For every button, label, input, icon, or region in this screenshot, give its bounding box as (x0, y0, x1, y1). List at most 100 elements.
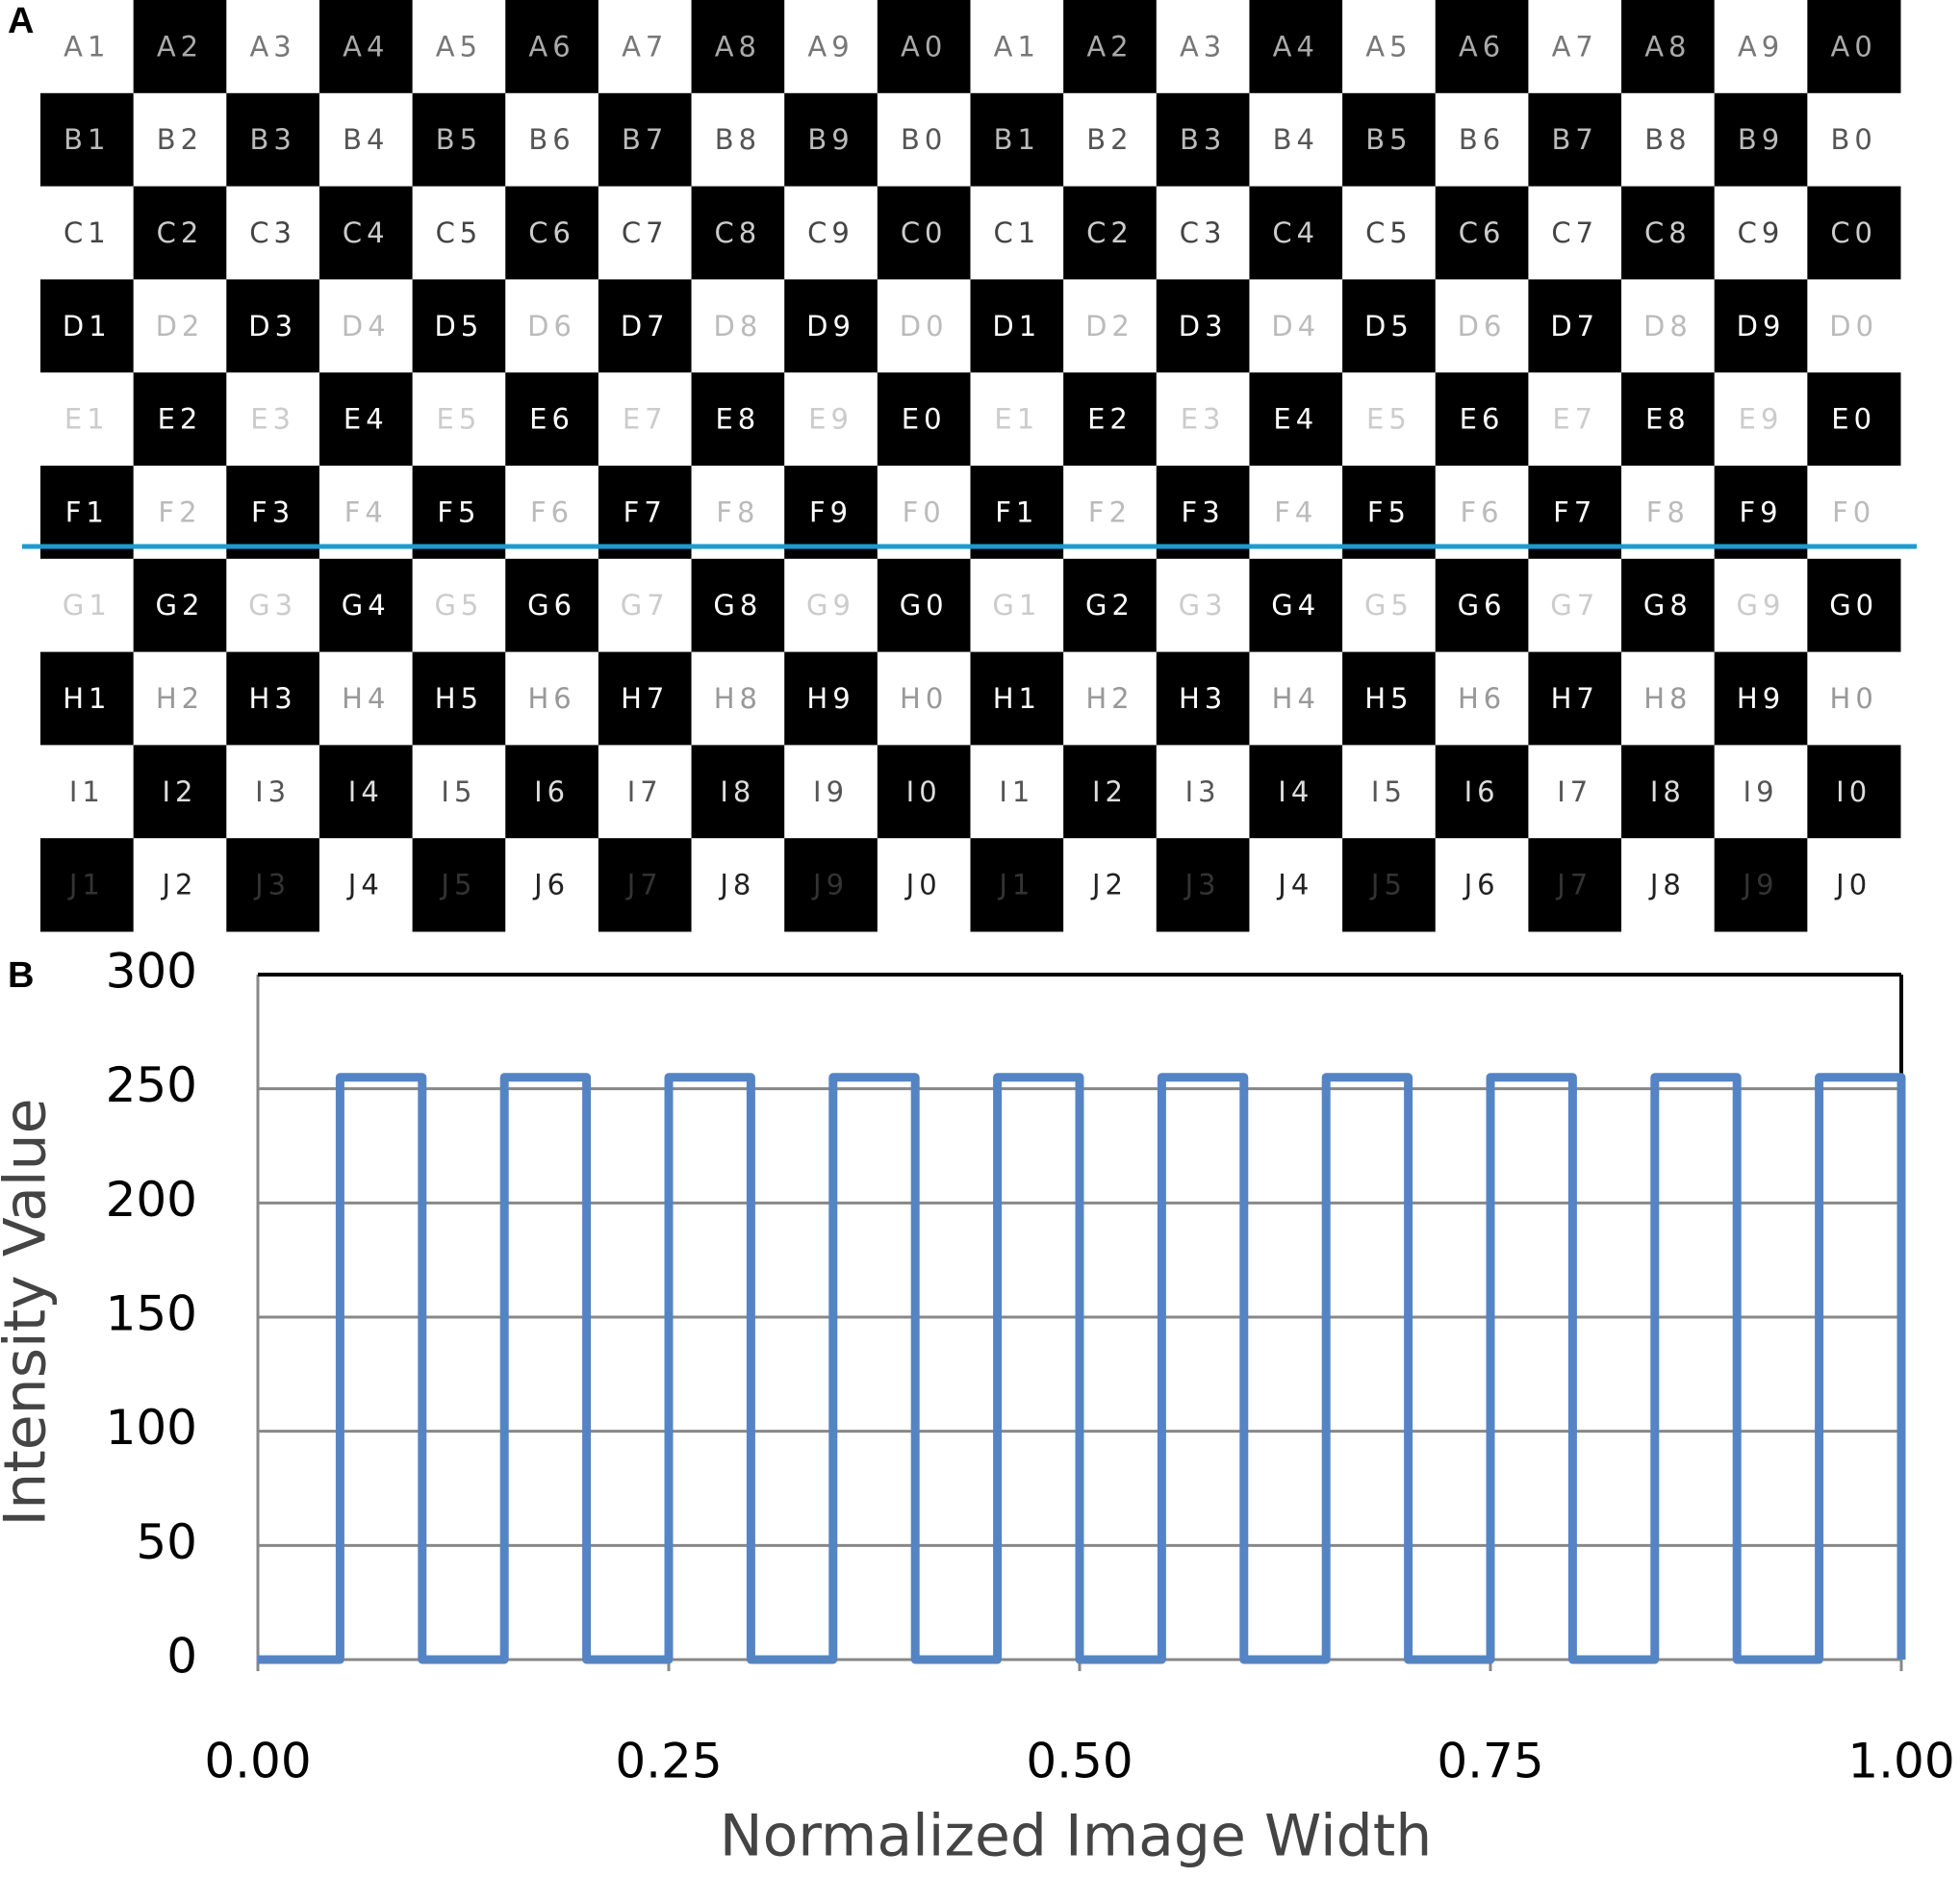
cell (598, 651, 693, 746)
cell-label: F5 (437, 495, 480, 528)
cell (1342, 92, 1437, 188)
cell-label: I9 (813, 775, 849, 808)
cell (133, 651, 227, 746)
cell (133, 838, 227, 932)
cell (691, 838, 785, 932)
cell-label: E4 (1273, 403, 1318, 436)
cell-label: F5 (1367, 495, 1411, 528)
cell-label: F4 (1274, 495, 1317, 528)
cell-label: G7 (621, 589, 670, 622)
cell (1528, 0, 1622, 94)
cell-label: I5 (1371, 775, 1407, 808)
cell (1249, 372, 1343, 467)
cell (1249, 92, 1343, 188)
cell-label: G9 (806, 589, 855, 622)
cell-label: J7 (1555, 869, 1592, 901)
cell (318, 186, 414, 280)
cell (598, 838, 693, 932)
cell-label: B8 (715, 123, 761, 156)
cell-label: H4 (342, 682, 390, 715)
cell (598, 558, 693, 653)
cell (318, 279, 414, 373)
cell-label: D4 (342, 310, 391, 343)
cell (1342, 651, 1437, 746)
cell-label: J1 (997, 869, 1034, 901)
cell-label: H8 (1643, 682, 1692, 715)
cell-label: F8 (1646, 495, 1690, 528)
cell (1156, 745, 1250, 839)
panel-label: B (8, 955, 34, 996)
cell-label: H8 (714, 682, 762, 715)
cell (598, 466, 693, 560)
y-axis-title: Intensity Value (0, 1099, 60, 1527)
cell-label: D8 (1643, 310, 1693, 343)
cell (412, 372, 506, 467)
cell-label: H2 (156, 682, 204, 715)
cell (1063, 745, 1158, 839)
cell (1528, 838, 1622, 932)
cell-label: A9 (807, 30, 853, 63)
cell (1528, 745, 1622, 839)
cell (1435, 651, 1529, 746)
cell-label: H0 (900, 682, 948, 715)
cell (784, 745, 878, 839)
cell (784, 92, 878, 188)
cell-label: C5 (1365, 216, 1413, 249)
cell-label: G0 (1829, 589, 1878, 622)
cell (877, 279, 971, 373)
cell-label: H7 (621, 682, 669, 715)
cell-label: C7 (1551, 216, 1598, 249)
cell-label: B5 (1365, 123, 1412, 156)
cell-label: J3 (253, 869, 291, 901)
cell-label: F0 (903, 495, 946, 528)
cell-label: H9 (1737, 682, 1785, 715)
cell (1807, 466, 1901, 560)
cell-label: B2 (157, 123, 203, 156)
cell-label: F3 (1182, 495, 1225, 528)
cell (1342, 279, 1437, 373)
cell-label: B6 (1459, 123, 1505, 156)
cell-label: C2 (1086, 216, 1133, 249)
cell (691, 372, 785, 467)
cell (1063, 372, 1158, 467)
cell-label: B7 (1552, 123, 1598, 156)
cell-label: E2 (1087, 403, 1133, 436)
cell (412, 558, 506, 653)
cell (505, 186, 599, 280)
cell (1528, 466, 1622, 560)
x-tick-label: 0.25 (615, 1734, 722, 1789)
cell (40, 372, 135, 467)
cell-label: J1 (67, 869, 105, 901)
y-tick-label: 0 (166, 1629, 197, 1685)
cell (1435, 186, 1529, 280)
cell (133, 372, 227, 467)
cell (40, 279, 135, 373)
cell-label: A2 (1086, 30, 1133, 63)
cell (1249, 838, 1343, 932)
cell-label: I1 (69, 775, 105, 808)
cell-label: I9 (1744, 775, 1779, 808)
cell-label: A6 (1459, 30, 1505, 63)
cell (1063, 838, 1158, 932)
cell-label: I0 (1836, 775, 1871, 808)
cell-label: C1 (64, 216, 111, 249)
cell-label: H6 (527, 682, 575, 715)
cell-label: I4 (348, 775, 384, 808)
cell-label: D3 (248, 310, 297, 343)
cell-label: H1 (993, 682, 1041, 715)
cell-label: A3 (249, 30, 295, 63)
cell (1156, 466, 1250, 560)
cell-label: F1 (995, 495, 1038, 528)
cell-label: J6 (532, 869, 570, 901)
cell-label: F2 (1088, 495, 1132, 528)
cell (505, 745, 599, 839)
cell-label: B0 (901, 123, 947, 156)
cell (970, 279, 1064, 373)
cell (412, 745, 506, 839)
cell (318, 466, 414, 560)
cell-label: C6 (1459, 216, 1506, 249)
cell (1342, 745, 1437, 839)
cell (133, 279, 227, 373)
cell-label: B1 (64, 123, 110, 156)
cell (784, 651, 878, 746)
